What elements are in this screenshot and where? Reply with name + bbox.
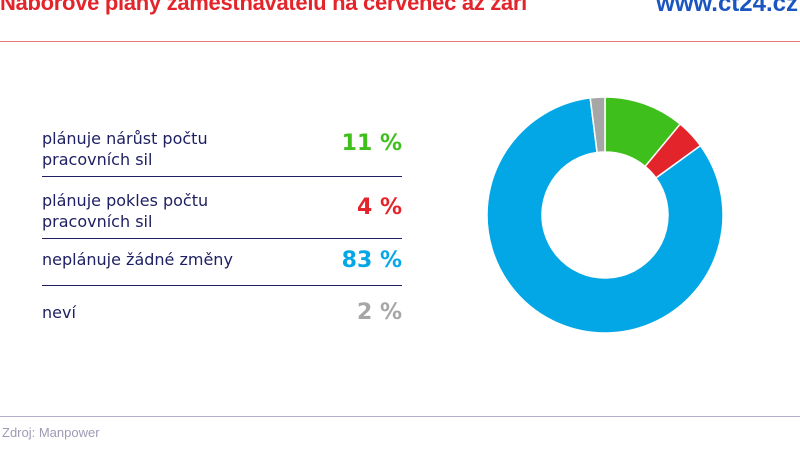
legend-row: plánuje pokles počtu pracovních sil 4 %: [42, 187, 402, 239]
value-label: 4 %: [356, 195, 402, 220]
legend-label: neplánuje žádné změny: [42, 250, 233, 269]
legend-label: neví: [42, 303, 76, 322]
source-note: Zdroj: Manpower: [2, 425, 100, 440]
value-label: 2 %: [356, 300, 402, 325]
header-divider: [0, 41, 800, 42]
footer-divider: [0, 416, 800, 417]
donut-slice: [589, 96, 606, 154]
legend-row: neví 2 %: [42, 300, 402, 330]
legend-row: neplánuje žádné změny 83 %: [42, 248, 402, 286]
brand-link[interactable]: www.ct24.cz: [656, 0, 798, 17]
value-label: 11 %: [341, 131, 402, 156]
value-label: 83 %: [341, 248, 402, 273]
legend-label: plánuje nárůst počtu pracovních sil: [42, 129, 208, 169]
chart-title: Náborové plány zaměstnavatelů na červene…: [0, 0, 527, 15]
legend-label: plánuje pokles počtu pracovních sil: [42, 191, 209, 231]
legend-row: plánuje nárůst počtu pracovních sil 11 %: [42, 125, 402, 177]
donut-slice: [486, 97, 724, 334]
